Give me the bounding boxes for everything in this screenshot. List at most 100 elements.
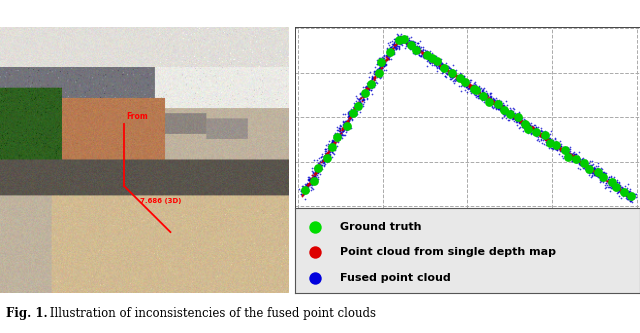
Point [360, 85, 371, 90]
Point [598, 173, 609, 179]
Point [525, 126, 535, 131]
Point [466, 86, 476, 92]
Point [442, 63, 452, 69]
Point [359, 91, 369, 96]
Point [323, 154, 333, 160]
Point [557, 147, 567, 152]
Point [380, 58, 390, 63]
Point [351, 112, 362, 117]
Point [497, 104, 507, 109]
Point [385, 56, 396, 62]
Point [506, 113, 516, 118]
Point [307, 173, 317, 178]
Point [391, 42, 401, 48]
Point [351, 99, 361, 104]
Point [370, 82, 380, 88]
Point [376, 63, 386, 68]
Point [573, 154, 583, 159]
Point [499, 106, 509, 112]
Point [417, 49, 427, 55]
Point [364, 86, 374, 91]
Point [349, 107, 360, 112]
Point [615, 187, 625, 192]
Point [300, 185, 310, 190]
Point [385, 45, 395, 50]
Point [586, 169, 596, 174]
Point [543, 142, 553, 148]
Point [506, 107, 516, 112]
Point [520, 126, 531, 132]
Point [310, 166, 321, 171]
Point [476, 86, 486, 91]
Point [605, 185, 616, 190]
Point [541, 137, 552, 142]
Point [409, 45, 419, 51]
Point [337, 126, 347, 131]
Point [540, 136, 550, 141]
Point [529, 128, 539, 133]
Point [421, 53, 431, 58]
Point [344, 114, 355, 120]
Point [385, 49, 395, 54]
Point [300, 196, 310, 202]
Point [474, 88, 484, 93]
Point [364, 80, 374, 85]
Point [374, 70, 384, 76]
Point [348, 109, 358, 115]
Point [479, 93, 490, 98]
Point [404, 41, 415, 47]
Point [409, 47, 419, 52]
Point [454, 72, 465, 78]
Point [522, 122, 532, 127]
Point [334, 137, 344, 142]
Point [422, 49, 433, 54]
Point [342, 114, 353, 120]
Point [509, 115, 520, 120]
Point [582, 165, 592, 170]
Point [440, 65, 451, 71]
Point [372, 70, 383, 75]
Point [383, 55, 393, 61]
Point [316, 165, 326, 170]
Point [387, 49, 397, 54]
Point [515, 116, 525, 121]
Point [538, 133, 548, 138]
Point [403, 44, 413, 49]
Point [474, 95, 484, 101]
Point [598, 177, 608, 182]
Point [303, 184, 313, 189]
Point [449, 72, 460, 78]
Point [329, 140, 339, 145]
Point [436, 63, 447, 69]
Point [607, 179, 617, 185]
Point [350, 104, 360, 110]
Point [420, 53, 431, 58]
Point [491, 102, 501, 107]
Point [343, 119, 353, 124]
Point [557, 149, 568, 154]
Point [588, 170, 598, 175]
Point [352, 104, 362, 110]
Point [432, 64, 442, 70]
Point [437, 70, 447, 76]
Point [595, 174, 605, 179]
Point [406, 43, 416, 49]
Point [563, 147, 573, 152]
Point [378, 59, 388, 64]
Point [538, 134, 548, 139]
Point [468, 87, 478, 92]
Point [408, 45, 419, 50]
Point [469, 86, 479, 92]
Point [380, 62, 390, 67]
Point [551, 142, 561, 147]
Point [445, 67, 455, 73]
Point [420, 52, 430, 57]
Point [422, 55, 432, 60]
Point [451, 77, 461, 82]
Point [394, 35, 404, 41]
Point [564, 153, 574, 158]
Point [567, 152, 577, 157]
Point [525, 125, 536, 131]
Point [337, 129, 347, 134]
Point [429, 58, 440, 63]
